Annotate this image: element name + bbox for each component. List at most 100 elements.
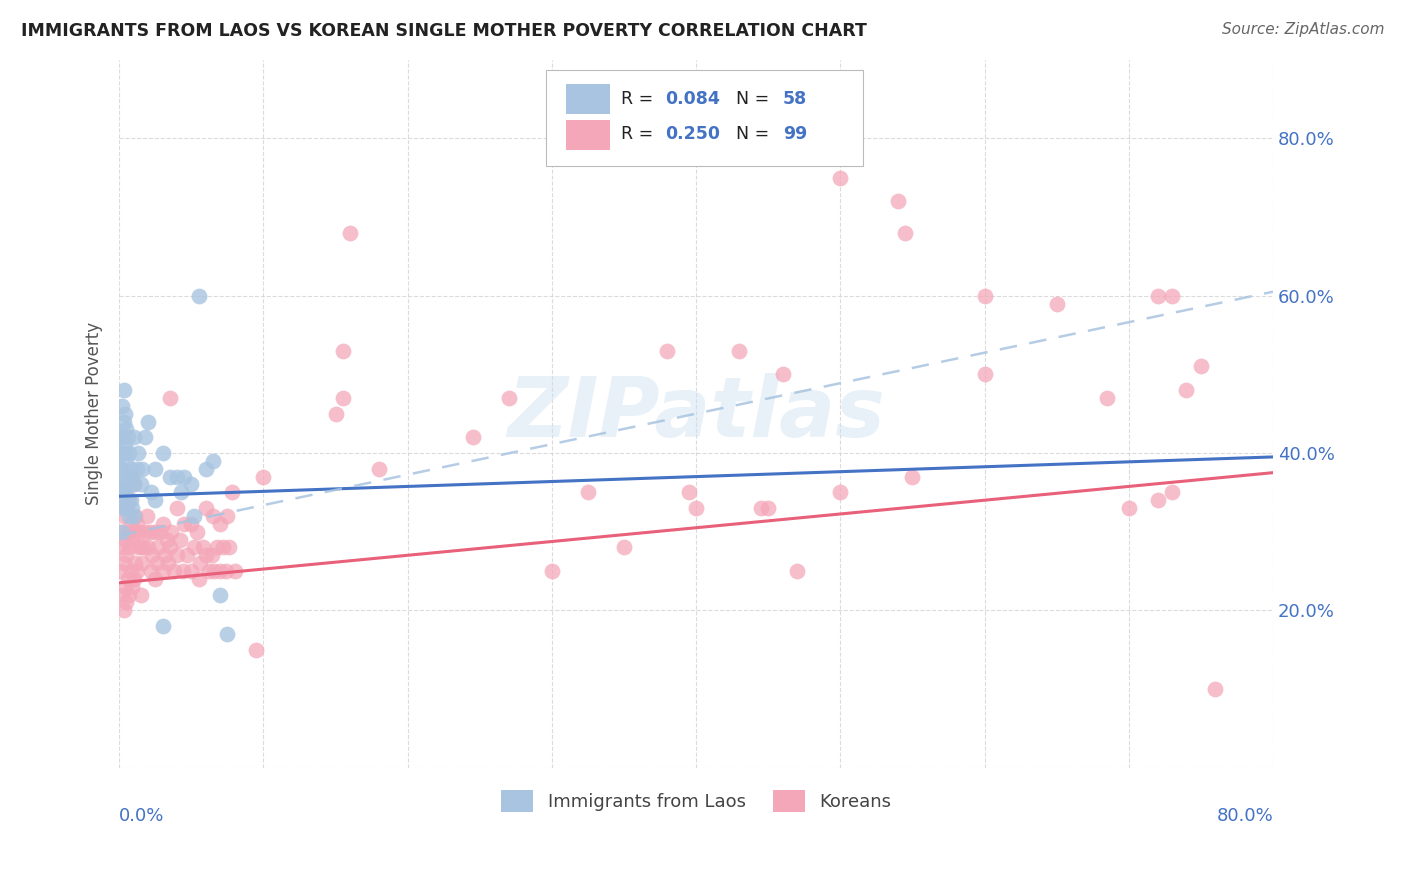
Point	[110, 446, 132, 460]
Point	[112, 603, 135, 617]
Point	[159, 541, 181, 555]
Point	[973, 288, 995, 302]
Point	[152, 564, 174, 578]
Point	[339, 226, 361, 240]
Point	[200, 549, 222, 563]
Point	[125, 516, 148, 531]
Point	[160, 524, 183, 539]
Point	[122, 572, 145, 586]
Point	[678, 485, 700, 500]
Point	[887, 194, 910, 209]
Point	[124, 508, 146, 523]
Point	[217, 508, 239, 523]
Point	[136, 541, 159, 555]
Point	[170, 485, 193, 500]
Point	[186, 524, 208, 539]
Point	[122, 477, 145, 491]
Point	[136, 415, 159, 429]
Point	[129, 588, 152, 602]
Point	[111, 430, 134, 444]
Point	[173, 516, 195, 531]
Point	[122, 430, 145, 444]
Point	[114, 533, 136, 547]
Point	[183, 541, 205, 555]
Point	[117, 572, 139, 586]
Text: Source: ZipAtlas.com: Source: ZipAtlas.com	[1222, 22, 1385, 37]
Text: N =: N =	[725, 125, 775, 143]
Point	[112, 477, 135, 491]
Point	[111, 541, 134, 555]
Point	[146, 556, 169, 570]
Point	[176, 549, 198, 563]
Point	[830, 170, 852, 185]
Point	[224, 564, 246, 578]
Point	[139, 485, 162, 500]
Point	[204, 564, 226, 578]
Point	[112, 446, 135, 460]
Point	[114, 485, 136, 500]
Text: ZIPatlas: ZIPatlas	[508, 373, 886, 454]
Point	[1204, 681, 1226, 696]
Point	[141, 549, 163, 563]
Point	[125, 564, 148, 578]
Point	[117, 430, 139, 444]
FancyBboxPatch shape	[565, 85, 610, 114]
Point	[156, 533, 179, 547]
Point	[143, 493, 166, 508]
Point	[115, 422, 138, 436]
Point	[115, 549, 138, 563]
Point	[1146, 493, 1168, 508]
Point	[120, 469, 142, 483]
Point	[110, 485, 132, 500]
Point	[111, 524, 134, 539]
Text: 0.084: 0.084	[665, 89, 720, 108]
Point	[1146, 288, 1168, 302]
Point	[120, 516, 142, 531]
Point	[115, 501, 138, 516]
Point	[187, 572, 209, 586]
Point	[332, 343, 354, 358]
Point	[173, 469, 195, 483]
Point	[122, 508, 145, 523]
Point	[194, 461, 217, 475]
Point	[221, 485, 243, 500]
Point	[115, 501, 138, 516]
Point	[183, 508, 205, 523]
Point	[212, 541, 235, 555]
Text: N =: N =	[725, 89, 775, 108]
Point	[121, 501, 143, 516]
Point	[143, 572, 166, 586]
Point	[112, 508, 135, 523]
Point	[111, 588, 134, 602]
Point	[180, 516, 202, 531]
Point	[111, 501, 134, 516]
Point	[756, 501, 779, 516]
Point	[1189, 359, 1212, 374]
Point	[135, 508, 157, 523]
Text: R =: R =	[621, 89, 659, 108]
Point	[163, 564, 186, 578]
Point	[110, 564, 132, 578]
Point	[159, 469, 181, 483]
Point	[209, 588, 232, 602]
Point	[1161, 288, 1184, 302]
Point	[159, 391, 181, 405]
Point	[786, 564, 808, 578]
Point	[187, 288, 209, 302]
Point	[134, 430, 156, 444]
Text: 80.0%: 80.0%	[1216, 806, 1272, 824]
Point	[115, 595, 138, 609]
Point	[217, 627, 239, 641]
Point	[121, 580, 143, 594]
Point	[166, 469, 188, 483]
Point	[120, 461, 142, 475]
Text: IMMIGRANTS FROM LAOS VS KOREAN SINGLE MOTHER POVERTY CORRELATION CHART: IMMIGRANTS FROM LAOS VS KOREAN SINGLE MO…	[21, 22, 868, 40]
Point	[118, 541, 141, 555]
Point	[143, 524, 166, 539]
Point	[127, 446, 149, 460]
Point	[498, 391, 520, 405]
Point	[613, 541, 636, 555]
Point	[172, 564, 194, 578]
Point	[115, 454, 138, 468]
Point	[114, 469, 136, 483]
